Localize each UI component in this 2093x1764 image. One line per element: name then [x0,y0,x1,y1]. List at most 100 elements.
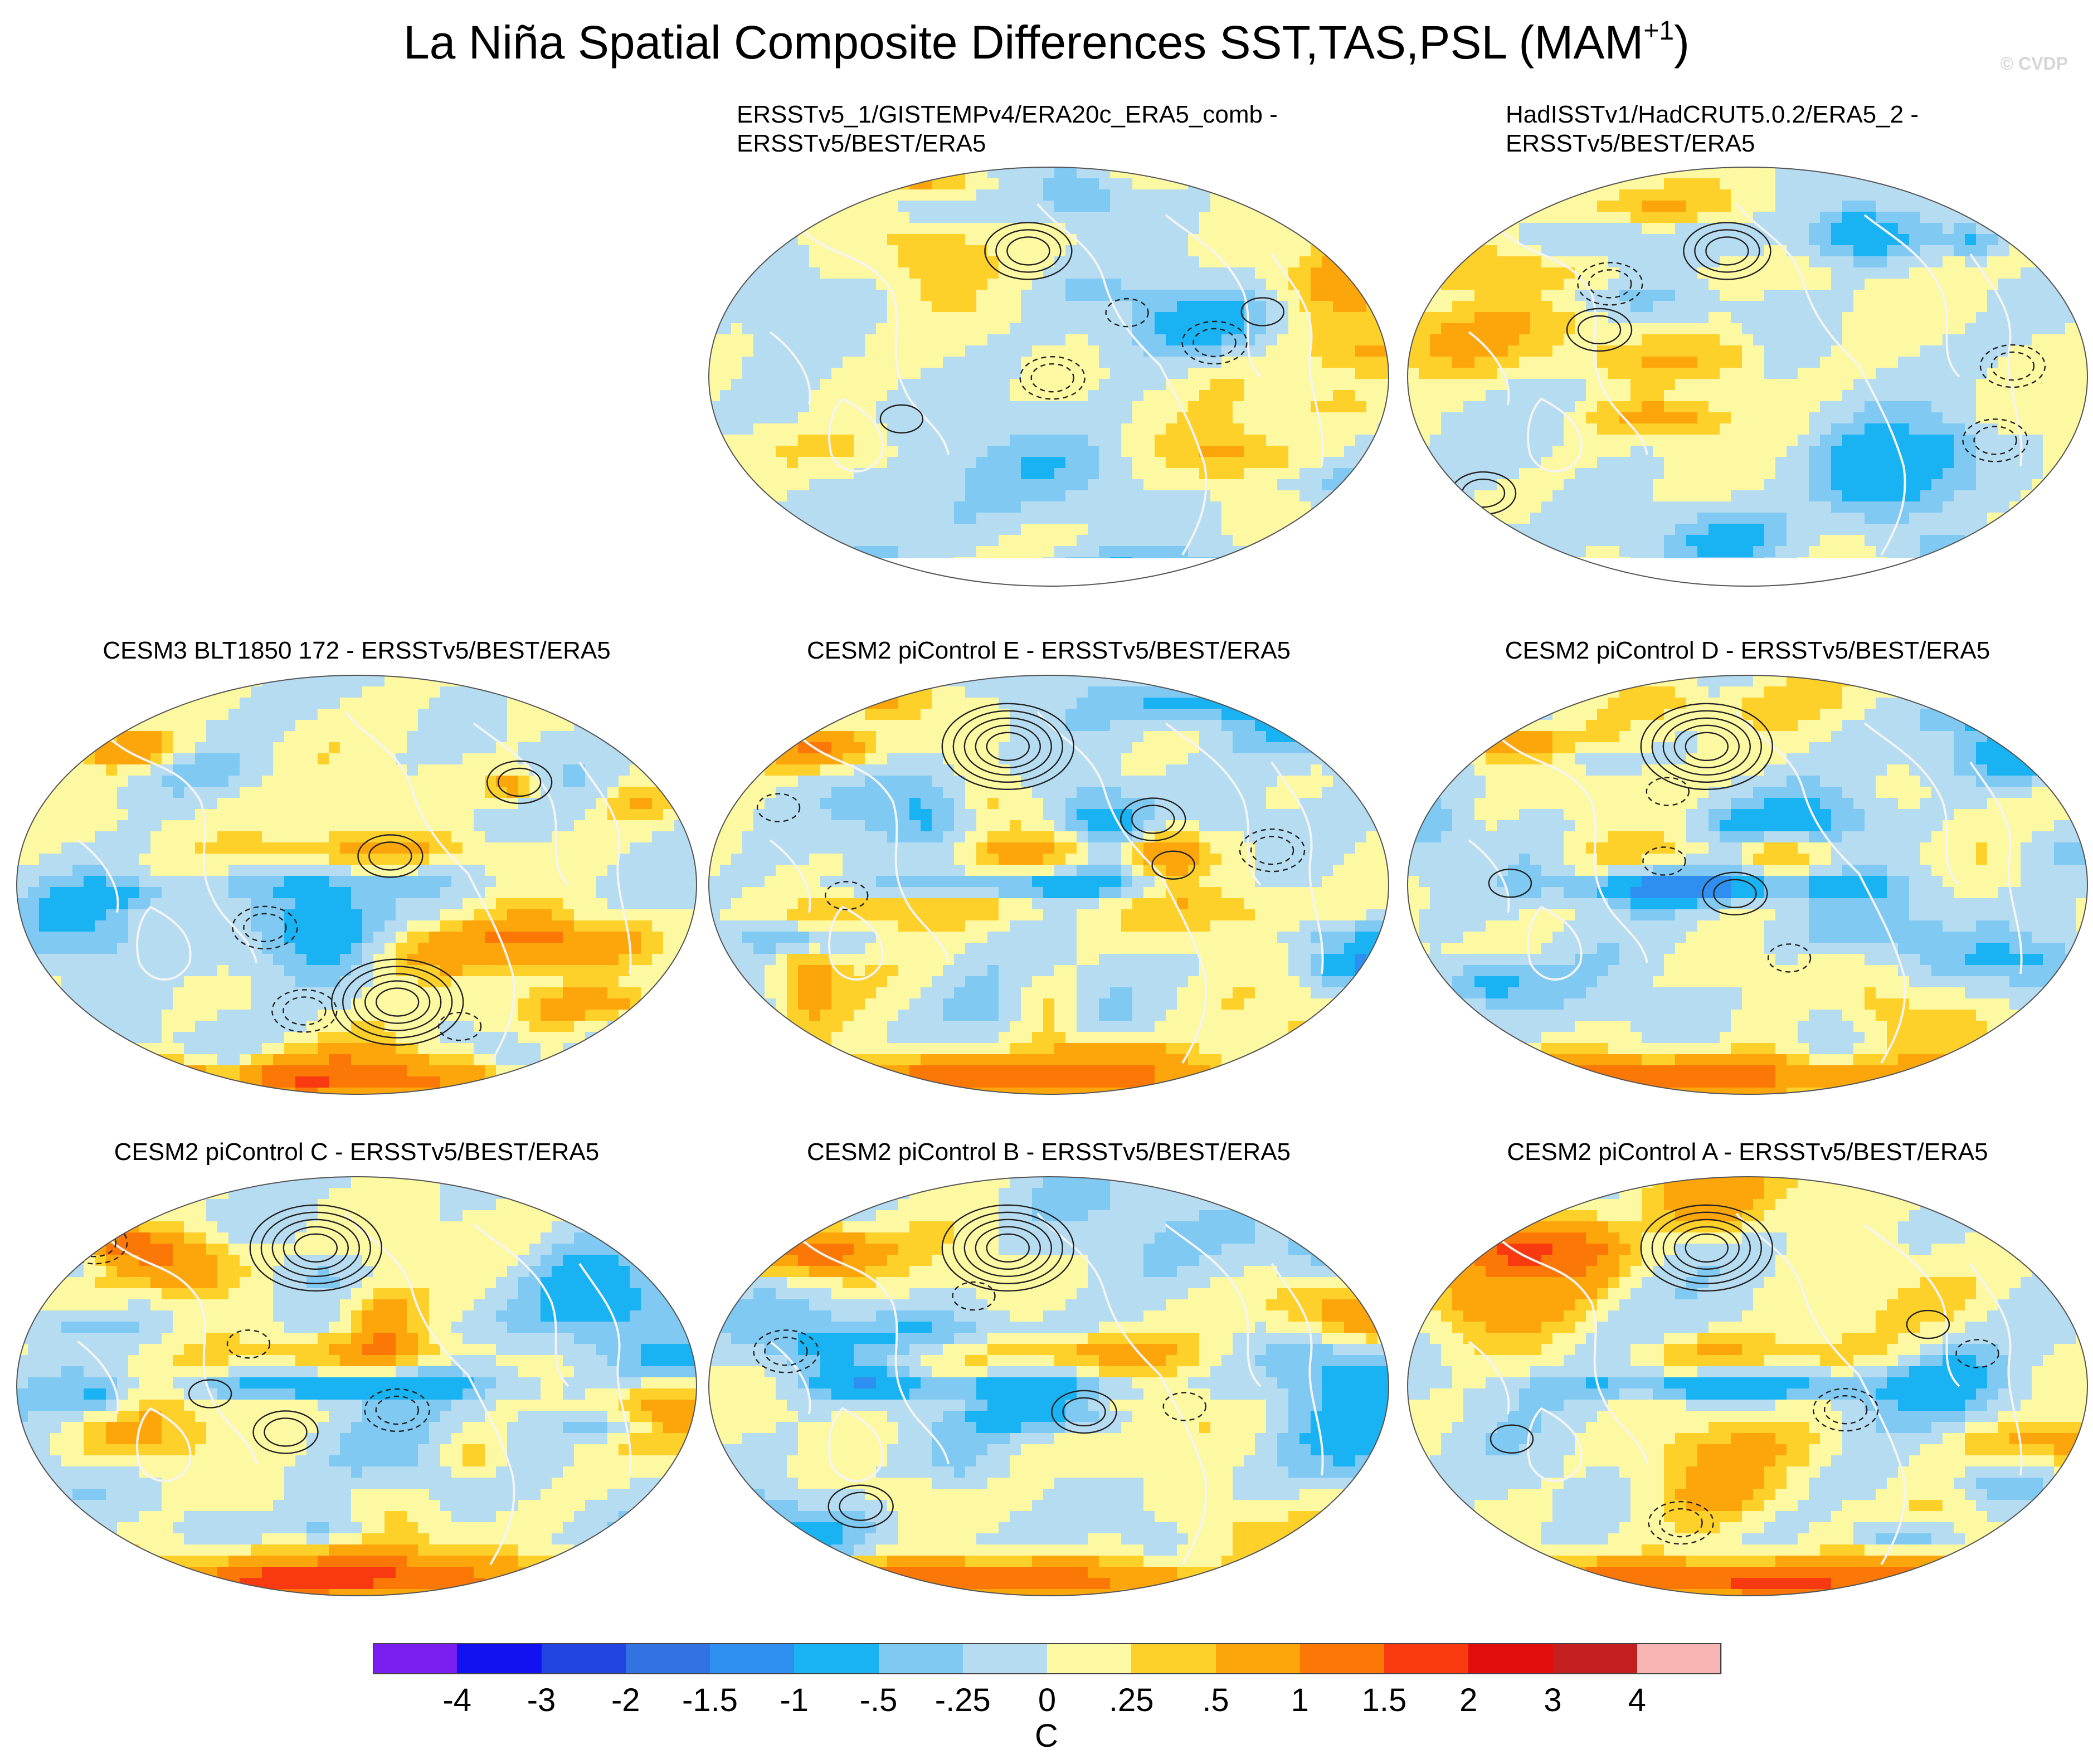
psl-contour [1651,710,1762,783]
panel-hadisst: HadISSTv1/HadCRUT5.0.2/ERA5_2 - ERSSTv5/… [1402,100,2093,591]
coastline [110,739,257,963]
coastline [344,1212,515,1566]
psl-contour [437,1011,482,1041]
psl-contour [1105,298,1149,328]
psl-contour [963,1219,1052,1278]
colorbar-tick-label: -1 [780,1682,809,1718]
globe-map [1407,167,2088,587]
psl-contour [1239,828,1306,873]
psl-contour [1812,1387,1879,1432]
coastline [1165,722,1262,886]
psl-contour [1659,1508,1703,1538]
psl-contour [226,1329,271,1359]
globe-outline [1407,675,2088,1095]
psl-contour [756,793,801,822]
psl-contour [963,717,1052,776]
psl-contour [353,973,442,1031]
psl-contour [828,1484,894,1528]
coastline [1735,711,1906,1064]
psl-contour [243,913,287,943]
temperature-field [709,1177,1389,1596]
psl-contour [1577,315,1622,345]
psl-contour [357,834,424,878]
psl-contour [995,229,1062,273]
psl-contour [1181,320,1248,365]
coastline [1271,761,1324,974]
panel-ersstv5-comb: ERSSTv5_1/GISTEMPv4/ERA20c_ERA5_comb - E… [703,100,1394,591]
map-panel-6 [11,1175,702,1598]
colorbar-swatch [1384,1643,1469,1674]
colorbar-swatch [710,1643,795,1674]
coastline [1863,722,1960,886]
psl-contour [486,760,553,805]
coastline [1165,1224,1262,1387]
coastline [136,905,192,981]
colorbar-swatch [625,1643,710,1674]
colorbar-swatch [794,1643,879,1674]
panel-title: CESM2 piControl C - ERSSTv5/BEST/ERA5 [114,1138,600,1166]
colorbar-tick-label: 3 [1544,1682,1562,1718]
psl-contour [294,1233,338,1263]
coastline [802,231,950,455]
psl-contour [1642,846,1686,876]
psl-contour [1192,328,1237,358]
coastline [828,905,884,981]
coastline [1527,1407,1583,1482]
coastline [769,331,811,405]
psl-contour [1640,1204,1773,1292]
coastline [1271,1263,1324,1476]
colorbar-swatch [1637,1643,1722,1674]
coastline [1036,203,1208,556]
colorbar-swatch [1047,1643,1132,1674]
psl-contour [1030,363,1074,393]
coastline [136,1407,192,1482]
colorbar-tick-label: .5 [1202,1682,1229,1718]
globe-map [708,167,1389,587]
figure-title: La Niña Spatial Composite Differences SS… [0,16,2093,70]
psl-contour [283,996,327,1026]
coastline [1036,711,1208,1064]
map-panel-4 [703,673,1394,1097]
psl-contour [1683,222,1771,280]
coastline [473,1224,570,1387]
map-panel-5 [1402,673,2093,1097]
map-panel-2 [1402,165,2093,588]
psl-contour [497,767,542,797]
psl-contour [342,966,453,1039]
psl-contour [1577,262,1643,306]
panel-title: ERSSTv5_1/GISTEMPv4/ERA20c_ERA5_comb - E… [737,101,1278,157]
psl-contour [1006,236,1050,266]
panel-cesm2-picontrol-c: CESM2 piControl C - ERSSTv5/BEST/ERA5 [11,1138,702,1600]
temperature-field [709,167,1389,586]
panel-title: CESM2 piControl D - ERSSTv5/BEST/ERA5 [1505,637,1990,664]
psl-contour [1566,308,1633,352]
psl-contour [1640,703,1773,791]
coastline [1468,839,1510,913]
globe-outline [1407,1176,2088,1596]
psl-contour [283,1226,349,1270]
map-panel-8 [1402,1175,2093,1598]
panel-title: CESM2 piControl E - ERSSTv5/BEST/ERA5 [806,637,1291,664]
psl-contour [1651,1211,1762,1285]
colorbar-tick-label: 2 [1459,1682,1478,1718]
colorbar-swatch [962,1643,1048,1674]
psl-contour [1673,1226,1740,1270]
coastline [473,722,570,886]
psl-contour [271,1219,360,1278]
colorbar-tick-label: -2 [611,1682,640,1718]
psl-contour [839,1492,883,1521]
psl-contour [1240,297,1284,327]
psl-contour [753,1329,819,1373]
coastline [1501,231,1648,455]
figure-title-text: La Niña Spatial Composite Differences SS… [403,16,1644,69]
colorbar-tick-label: 0 [1038,1682,1057,1718]
coastline [828,397,884,472]
psl-contour [1488,869,1532,898]
psl-contour [364,1388,430,1432]
coastline [769,839,811,913]
coastline [77,1341,119,1415]
psl-contour [1019,356,1086,400]
psl-contour [1694,229,1760,273]
coastline [1735,1212,1906,1566]
psl-contour [252,1410,319,1454]
